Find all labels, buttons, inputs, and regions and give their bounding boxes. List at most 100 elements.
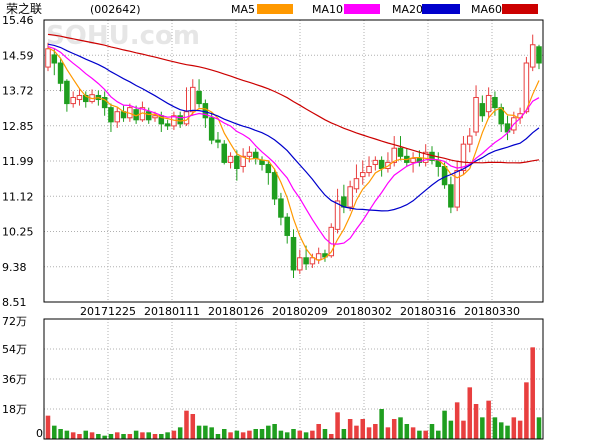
- candle-body: [397, 147, 404, 157]
- candle-body: [177, 115, 183, 125]
- candle-body: [410, 157, 416, 163]
- candle-body: [108, 107, 114, 123]
- price-frame: [43, 19, 544, 303]
- date-label: 20171225: [80, 305, 136, 318]
- volume-bar: [240, 432, 246, 439]
- volume-bar: [417, 430, 422, 439]
- volume-bar: [266, 425, 271, 439]
- volume-bar: [322, 429, 328, 439]
- candle-body: [152, 115, 158, 119]
- price-tick-label: 11.99: [2, 155, 34, 168]
- ma10-line: [47, 46, 540, 245]
- date-label: 20180111: [144, 305, 200, 318]
- candle-body: [76, 94, 83, 101]
- legend-label-ma20: MA20: [392, 3, 423, 16]
- volume-bar: [70, 432, 76, 439]
- volume-bar: [480, 417, 485, 439]
- candle-body: [473, 96, 479, 133]
- price-tick-label: 9.38: [2, 261, 27, 274]
- candle-body: [466, 135, 473, 145]
- volume-bar: [303, 432, 309, 439]
- legend-label-ma10: MA10: [312, 3, 343, 16]
- legend-label-ma5: MA5: [231, 3, 255, 16]
- candle-body: [303, 257, 309, 265]
- volume-tick-label: 18万: [2, 403, 27, 416]
- candle-body: [265, 163, 272, 174]
- price-tick-label: 11.12: [2, 190, 34, 203]
- ma5-line: [47, 47, 540, 262]
- candle-body: [51, 54, 58, 64]
- date-axis: 20171225 20180111 20180126 20180209 20180302…: [80, 305, 520, 318]
- candle-body: [523, 62, 530, 113]
- volume-bar: [96, 434, 101, 439]
- candle-body: [278, 198, 284, 218]
- legend-swatch-ma60: [502, 4, 538, 14]
- volume-bar: [492, 417, 498, 439]
- volume-bar: [133, 430, 139, 439]
- volume-bar: [159, 434, 164, 439]
- date-label: 20180209: [272, 305, 328, 318]
- price-tick-label: 10.25: [2, 226, 34, 239]
- volume-axis: 72万 54万 36万 18万 0: [2, 315, 43, 440]
- candle-body: [164, 123, 171, 127]
- candle-body: [372, 159, 379, 165]
- volume-bar: [373, 424, 378, 439]
- volume-bar: [442, 410, 447, 439]
- volume-bar: [316, 424, 321, 439]
- volume-bar: [524, 382, 529, 439]
- candle-body: [366, 165, 372, 174]
- candle-body: [64, 80, 70, 105]
- volume-bar: [209, 427, 214, 439]
- volume-bar: [498, 422, 504, 439]
- volume-bar: [398, 417, 403, 439]
- volume-bar: [190, 414, 196, 439]
- volume-bar: [177, 427, 183, 439]
- candle-body: [454, 170, 460, 208]
- volume-bar: [247, 430, 252, 439]
- candle-body: [145, 111, 152, 121]
- volume-bar: [467, 387, 473, 439]
- volume-bar: [391, 419, 397, 439]
- legend: MA5 MA10 MA20 MA60: [231, 3, 538, 16]
- legend-swatch-ma5: [257, 4, 293, 14]
- volume-bar: [64, 430, 70, 439]
- price-tick-label: 13.72: [2, 85, 34, 98]
- price-tick-label: 12.85: [2, 120, 34, 133]
- volume-tick-label: 36万: [2, 373, 27, 386]
- volume-bar: [146, 432, 151, 439]
- candle-body: [190, 86, 196, 113]
- candle-body: [114, 111, 121, 123]
- volume-bar: [505, 425, 510, 439]
- candle-body: [347, 186, 353, 208]
- volume-bar: [184, 410, 189, 439]
- volume-bar: [108, 434, 114, 439]
- volume-bar: [203, 425, 208, 439]
- candle-body: [460, 143, 467, 172]
- volume-bar: [140, 432, 145, 439]
- volume-bar: [121, 434, 126, 439]
- volume-bar: [152, 434, 158, 439]
- volume-bar: [102, 435, 107, 439]
- volume-bar: [360, 419, 366, 439]
- stock-code: (002642): [90, 3, 141, 16]
- volume-bar: [536, 417, 542, 439]
- volume-bar: [83, 430, 89, 439]
- candle-body: [208, 117, 215, 141]
- volume-bar: [259, 429, 265, 439]
- candle-body: [448, 184, 454, 208]
- volume-bar: [77, 434, 82, 439]
- volume-bar: [171, 430, 177, 439]
- legend-swatch-ma20: [422, 4, 460, 14]
- volume-bar: [45, 415, 51, 439]
- volume-bar: [511, 417, 517, 439]
- volume-bar: [335, 412, 340, 439]
- candle-body: [315, 253, 322, 261]
- volume-bar: [89, 432, 95, 439]
- volume-bar: [517, 420, 523, 439]
- watermark: SOHU.com: [46, 21, 200, 51]
- price-tick-label: 14.59: [2, 49, 34, 62]
- volume-bar: [278, 430, 284, 439]
- candle-body: [441, 165, 448, 186]
- volume-bar: [253, 429, 258, 439]
